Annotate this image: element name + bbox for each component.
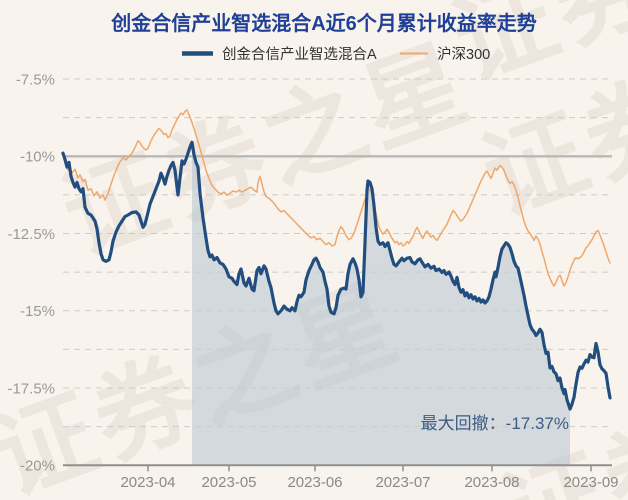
x-axis-label: 2023-08 xyxy=(464,474,519,491)
x-axis-label: 2023-05 xyxy=(201,474,256,491)
x-tick-layer xyxy=(147,465,592,472)
x-axis-labels: 2023-04 2023-05 2023-06 2023-07 2023-08 … xyxy=(120,474,618,491)
drawdown-area xyxy=(192,142,570,466)
y-axis-labels: -7.5% -10% -12.5% -15% -17.5% -20% xyxy=(7,71,55,474)
x-axis-label: 2023-04 xyxy=(120,474,175,491)
y-axis-label: -10% xyxy=(20,149,55,166)
legend-item-index[interactable]: 沪深300 xyxy=(400,46,490,63)
page-title: 创金合信产业智选混合A近6个月累计收益率走势 xyxy=(110,11,537,35)
x-axis-label: 2023-07 xyxy=(375,474,430,491)
max-drawdown-label: 最大回撤：-17.37% xyxy=(421,414,569,433)
legend: 创金合信产业智选混合A 沪深300 xyxy=(182,46,490,63)
y-axis-label: -20% xyxy=(20,458,55,475)
x-axis-label: 2023-06 xyxy=(287,474,342,491)
y-axis-label: -7.5% xyxy=(16,71,55,88)
legend-label-index: 沪深300 xyxy=(437,46,490,63)
x-axis-label: 2023-09 xyxy=(563,474,618,491)
fund-line[interactable] xyxy=(61,140,612,411)
y-axis-label: -17.5% xyxy=(7,380,55,397)
y-axis-label: -12.5% xyxy=(7,226,55,243)
legend-label-fund: 创金合信产业智选混合A xyxy=(222,46,377,63)
legend-item-fund[interactable]: 创金合信产业智选混合A xyxy=(182,46,377,63)
y-axis-label: -15% xyxy=(20,303,55,320)
